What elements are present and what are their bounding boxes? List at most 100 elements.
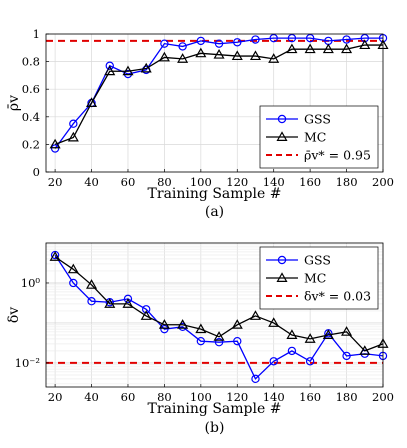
series-mc xyxy=(49,251,389,355)
x-tick-label: 20 xyxy=(48,390,63,404)
chart-panel-b: 20 40 60 80 100 120 140 160 180 200 10⁻² 10⁰ Trainin… xyxy=(6,242,394,436)
data-point xyxy=(195,323,207,334)
x-tick-label: 100 xyxy=(190,390,212,404)
data-point xyxy=(287,33,297,43)
panel-caption: (b) xyxy=(205,420,225,436)
data-point xyxy=(305,357,315,366)
data-point xyxy=(268,53,280,63)
x-tick-label: 180 xyxy=(336,175,358,189)
data-point xyxy=(341,43,353,54)
data-point xyxy=(104,65,116,76)
x-tick-label: 160 xyxy=(299,390,321,404)
data-point xyxy=(69,119,78,128)
data-point xyxy=(196,336,206,346)
x-tick-label: 20 xyxy=(48,175,63,189)
data-point xyxy=(322,329,334,339)
x-tick-label: 120 xyxy=(226,390,248,404)
data-point xyxy=(251,35,260,44)
data-point xyxy=(67,131,79,142)
y-axis-label: ρ̄v xyxy=(6,95,22,111)
y-axis-label: δv xyxy=(6,307,22,323)
data-point xyxy=(67,263,79,274)
legend-marker xyxy=(276,272,288,282)
panel-caption: (a) xyxy=(205,204,224,220)
x-tick-label: 100 xyxy=(190,175,212,189)
data-point xyxy=(69,278,78,288)
data-point xyxy=(304,333,316,343)
data-point xyxy=(178,42,187,51)
x-tick-label: 80 xyxy=(157,175,172,189)
data-point xyxy=(122,298,134,308)
data-point xyxy=(213,48,225,59)
y-tick-label: 0.8 xyxy=(22,55,40,69)
data-point xyxy=(251,374,260,384)
data-point xyxy=(286,43,298,54)
data-point xyxy=(286,329,298,339)
x-axis-label: Training Sample # xyxy=(148,186,282,202)
data-point xyxy=(342,351,351,361)
legend-label: ρ̄v* = 0.95 xyxy=(304,148,371,163)
legend-entry: GSS xyxy=(266,253,331,268)
data-point xyxy=(195,47,207,58)
series-line xyxy=(54,44,383,146)
data-point xyxy=(213,331,225,341)
data-point xyxy=(269,357,278,366)
x-tick-label: 200 xyxy=(372,390,394,404)
data-point xyxy=(87,297,96,306)
legend-entry: GSS xyxy=(266,112,331,127)
x-tick-label: 200 xyxy=(372,175,394,189)
chart-panel-a: 20 40 60 80 100 120 140 160 180 200 0 0.2 0.4 0.6 0.8 1… xyxy=(6,27,394,220)
data-point xyxy=(177,319,189,329)
data-point xyxy=(249,50,262,61)
series-line xyxy=(54,256,384,352)
data-point xyxy=(177,53,189,63)
y-tick-label: 0.2 xyxy=(22,137,40,151)
legend-entry: MC xyxy=(266,271,326,286)
data-point xyxy=(214,338,224,347)
data-point xyxy=(231,319,243,329)
data-point xyxy=(287,346,297,356)
data-point xyxy=(231,50,243,61)
legend-entry: ρ̄v* = 0.95 xyxy=(266,148,371,163)
legend-marker xyxy=(277,255,287,265)
data-point xyxy=(196,36,206,46)
x-tick-label: 140 xyxy=(263,175,285,189)
legend-marker xyxy=(276,131,288,141)
data-point xyxy=(214,39,224,48)
x-axis-label: Training Sample # xyxy=(148,401,282,417)
data-point xyxy=(140,62,152,73)
x-tick-label: 80 xyxy=(157,390,172,404)
data-point xyxy=(233,336,242,346)
legend-label: MC xyxy=(304,271,326,286)
data-point xyxy=(342,35,351,44)
y-tick-label: 10⁻² xyxy=(15,356,40,370)
data-point xyxy=(160,324,169,334)
data-point xyxy=(158,51,170,62)
data-point xyxy=(304,43,316,54)
axes-frame xyxy=(45,242,384,388)
data-point xyxy=(49,138,61,149)
data-point xyxy=(322,43,334,54)
data-point xyxy=(269,33,278,43)
data-point xyxy=(249,310,262,320)
legend: GSS MC ρ̄v* = 0.95 xyxy=(259,105,379,169)
data-point xyxy=(104,298,116,308)
x-tick-label: 40 xyxy=(84,175,99,189)
x-tick-label: 120 xyxy=(226,175,248,189)
data-point xyxy=(359,345,371,355)
legend-entry: δv* = 0.03 xyxy=(266,289,371,304)
data-point xyxy=(140,310,152,320)
data-point xyxy=(359,39,371,50)
axes-frame xyxy=(45,33,384,173)
series-line xyxy=(54,254,384,380)
y-tick-label: 0.4 xyxy=(22,110,40,124)
data-point xyxy=(86,97,98,107)
legend-label: GSS xyxy=(304,112,331,127)
x-tick-label: 160 xyxy=(299,175,321,189)
data-point xyxy=(123,294,133,304)
data-point xyxy=(86,279,98,289)
y-tick-label: 1 xyxy=(33,27,40,41)
data-point xyxy=(160,39,169,48)
y-tick-label: 0 xyxy=(33,165,40,179)
